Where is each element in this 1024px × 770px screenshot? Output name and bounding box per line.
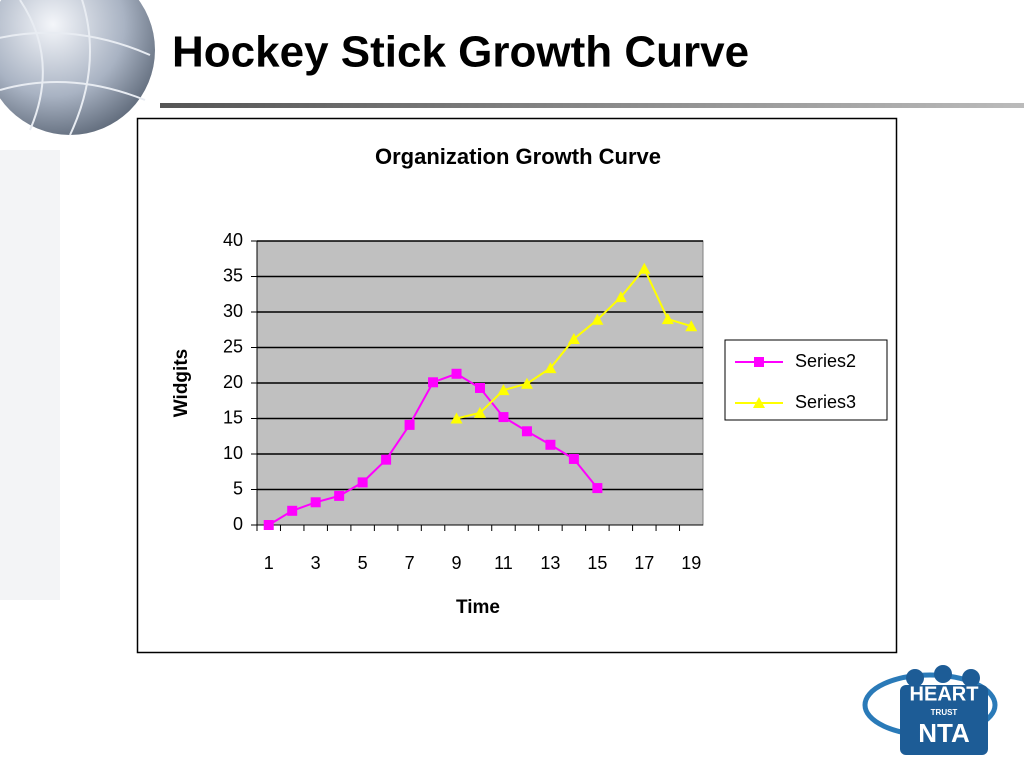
legend-label: Series3 [795,392,856,412]
marker [520,377,533,389]
marker [753,397,765,408]
y-tick-label: 20 [223,372,243,392]
y-tick-label: 5 [233,478,243,498]
decor [0,0,1024,600]
marker [428,377,439,388]
marker [475,382,485,393]
y-tick-label: 0 [233,514,243,534]
marker [474,406,486,418]
marker [685,320,698,332]
y-tick-label: 10 [223,443,243,463]
marker [287,505,298,516]
marker [592,483,603,494]
marker [614,291,627,303]
chart-title: Organization Growth Curve [375,144,661,169]
marker [381,454,392,465]
x-tick-label: 15 [587,553,607,573]
x-tick-label: 7 [405,553,415,573]
marker [568,453,579,464]
marker [263,520,274,530]
marker [404,419,415,430]
marker [661,313,674,325]
marker [567,332,580,344]
legend-label: Series2 [795,351,856,371]
x-tick-label: 17 [634,553,654,573]
marker [638,262,651,274]
x-axis-label: Time [456,597,500,618]
y-tick-label: 25 [223,336,243,356]
x-tick-label: 9 [452,553,462,573]
slide-title: Hockey Stick Growth Curve [172,28,749,77]
y-tick-label: 35 [223,265,243,285]
y-tick-label: 15 [223,407,243,427]
y-tick-label: 30 [223,301,243,321]
x-tick-label: 3 [311,553,321,573]
marker [310,497,321,508]
x-tick-label: 5 [358,553,368,573]
logo: HEART TRUST NTA [862,665,998,755]
marker [497,384,510,396]
x-tick-label: 13 [540,553,560,573]
x-tick-label: 1 [264,553,274,573]
marker [451,368,462,379]
logo-sub: TRUST [931,708,958,717]
x-tick-label: 11 [494,553,513,573]
marker [498,412,509,423]
marker [545,439,556,450]
legend-box [724,339,888,421]
marker [334,490,345,501]
marker [357,477,368,488]
marker [521,426,532,437]
marker [754,357,764,367]
logo-mark: NTA [918,718,970,748]
marker [450,412,463,424]
x-tick-label: 19 [681,553,701,573]
marker [544,362,557,374]
logo-name: HEART [910,683,979,705]
marker [591,313,604,325]
y-axis-label: Widgits [171,349,192,417]
y-tick-label: 40 [223,230,243,250]
